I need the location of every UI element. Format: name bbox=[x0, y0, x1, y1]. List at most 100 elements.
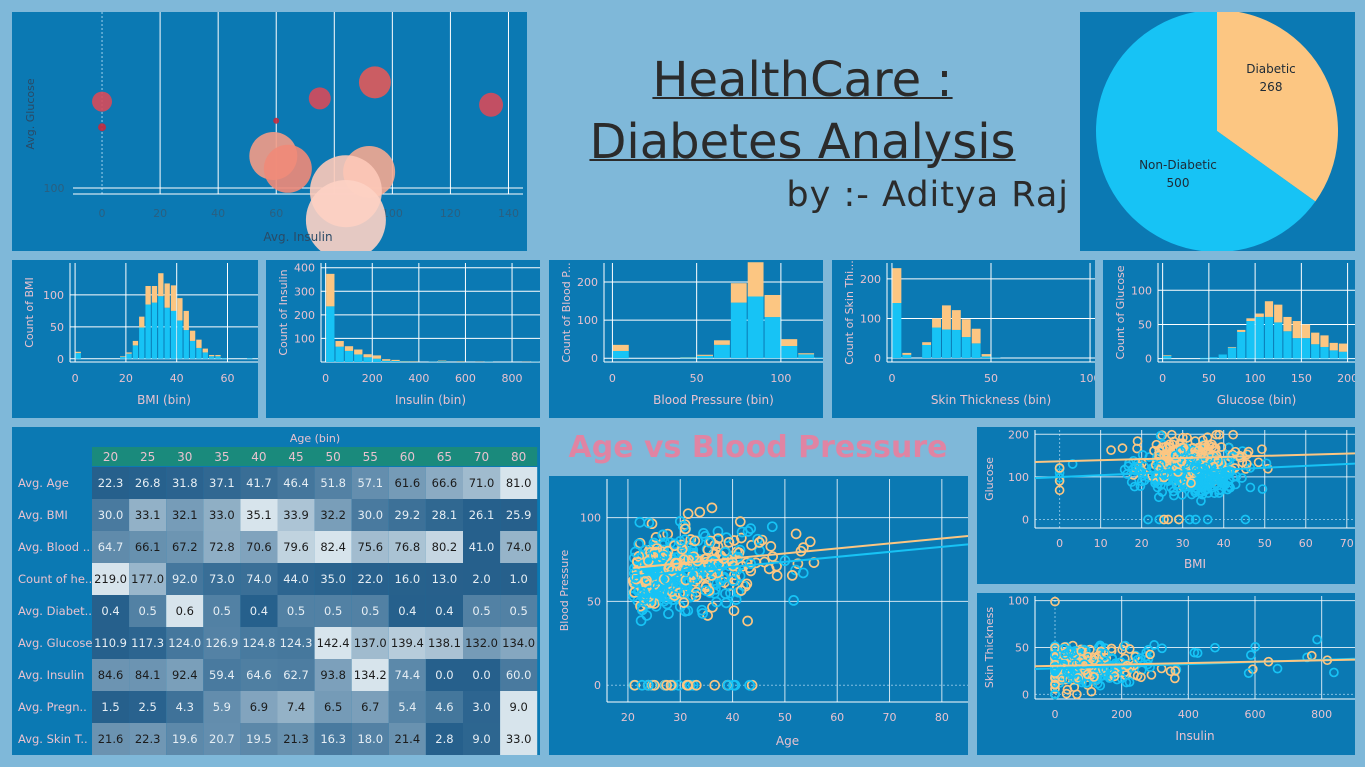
hist-bar-non-diabetic bbox=[714, 344, 730, 359]
scatter-point-non-diabetic bbox=[644, 585, 656, 597]
table-cell-value: 0.5 bbox=[213, 604, 231, 618]
pie-chart-panel: Diabetic 268 Non-Diabetic 500 bbox=[1080, 12, 1355, 251]
scatter-point-diabetic bbox=[1182, 432, 1193, 443]
bubble-x-tick: 60 bbox=[269, 207, 283, 220]
table-cell-value: 64.7 bbox=[98, 540, 124, 554]
scatter-point-diabetic bbox=[792, 558, 804, 570]
table-cell-bg bbox=[500, 531, 538, 563]
glucose-histogram-panel: 0 50 100 150 200 0 50 100 Glucose (bin) Count of … bbox=[1103, 260, 1355, 418]
hist-y-tick: 100 bbox=[294, 332, 315, 345]
hist-bar-non-diabetic bbox=[781, 346, 798, 359]
scatter-point-diabetic bbox=[712, 533, 724, 544]
hist-bar-non-diabetic bbox=[941, 329, 951, 359]
table-cell-bg bbox=[129, 595, 167, 627]
age-bp-scatter: 20 30 40 50 60 70 80 0 50 100 Age Blood Pressure bbox=[558, 479, 968, 748]
hist-x-tick: 800 bbox=[502, 372, 523, 385]
hist-bar-diabetic bbox=[196, 339, 202, 348]
hist-bar-diabetic bbox=[1283, 316, 1292, 332]
scatter-point-diabetic bbox=[665, 679, 677, 691]
hist-bar-diabetic bbox=[158, 273, 164, 297]
hist-x-tick: 40 bbox=[170, 372, 184, 385]
scatter-point-non-diabetic bbox=[644, 592, 656, 604]
scatter-x-tick: 40 bbox=[726, 711, 740, 724]
title-byline: by :- Aditya Raj bbox=[786, 175, 1069, 215]
table-cell-bg bbox=[425, 659, 463, 691]
scatter-point-non-diabetic bbox=[686, 574, 698, 585]
scatter-point-non-diabetic bbox=[643, 517, 655, 529]
table-cell-value: 29.2 bbox=[395, 508, 421, 522]
scatter-point-diabetic bbox=[1136, 672, 1146, 683]
table-cell-value: 126.9 bbox=[205, 636, 238, 650]
scatter-point-non-diabetic bbox=[1152, 482, 1163, 493]
scatter-point-non-diabetic bbox=[1168, 486, 1179, 497]
scatter-point-non-diabetic bbox=[692, 535, 704, 547]
hist-bar-diabetic bbox=[697, 354, 713, 356]
scatter-point-diabetic bbox=[1210, 443, 1221, 453]
hist-bar-non-diabetic bbox=[1301, 338, 1311, 359]
scatter-point-non-diabetic bbox=[1060, 654, 1070, 664]
table-cell-bg bbox=[314, 723, 352, 755]
scatter-point-non-diabetic bbox=[1202, 514, 1213, 525]
hist-bar-non-diabetic bbox=[363, 357, 372, 362]
table-cell-value: 72.8 bbox=[209, 540, 235, 554]
table-cell-value: 124.3 bbox=[280, 636, 313, 650]
hist-bar-non-diabetic bbox=[892, 302, 902, 359]
scatter-point-non-diabetic bbox=[698, 528, 709, 539]
table-cell-bg bbox=[500, 595, 538, 627]
scatter-point-diabetic bbox=[649, 546, 661, 558]
scatter-point-diabetic bbox=[1194, 445, 1204, 455]
hist-bar-non-diabetic bbox=[437, 361, 447, 362]
table-cell-bg bbox=[388, 659, 426, 691]
table-cell-bg bbox=[463, 499, 501, 531]
table-cell-bg bbox=[500, 627, 538, 659]
scatter-point-non-diabetic bbox=[649, 550, 660, 561]
table-cell-bg bbox=[240, 531, 278, 563]
scatter-point-diabetic bbox=[790, 528, 802, 540]
table-cell-value: 81.0 bbox=[506, 476, 532, 490]
table-cell-value: 0.5 bbox=[324, 604, 342, 618]
hist-bar-diabetic bbox=[932, 318, 941, 328]
scatter-point-diabetic bbox=[1069, 682, 1080, 693]
table-cell-value: 75.6 bbox=[357, 540, 383, 554]
table-cell-bg bbox=[203, 531, 241, 563]
table-cell-bg bbox=[351, 595, 389, 627]
hist-y-tick: 0 bbox=[57, 353, 64, 366]
scatter-point-non-diabetic bbox=[1158, 468, 1168, 479]
table-cell-bg bbox=[166, 595, 204, 627]
hist-bar-non-diabetic bbox=[1292, 338, 1301, 359]
table-header-title: Age (bin) bbox=[290, 432, 340, 445]
scatter-point-non-diabetic bbox=[1261, 458, 1272, 469]
table-cell-value: 84.1 bbox=[135, 668, 161, 682]
scatter-x-tick: 0 bbox=[1052, 708, 1059, 721]
bubble-x-tick: 20 bbox=[153, 207, 167, 220]
hist-bar-diabetic bbox=[335, 341, 344, 347]
scatter-point-diabetic bbox=[1109, 671, 1120, 682]
scatter-y-tick: 0 bbox=[1022, 513, 1029, 526]
scatter-point-diabetic bbox=[763, 563, 775, 575]
hist-bar-non-diabetic bbox=[1311, 344, 1320, 359]
hist-x-label: BMI (bin) bbox=[137, 393, 191, 407]
scatter-point-diabetic bbox=[1174, 514, 1184, 525]
table-cell-value: 110.9 bbox=[94, 636, 127, 650]
scatter-point-non-diabetic bbox=[1149, 640, 1160, 650]
bubble-x-tick: 140 bbox=[498, 207, 519, 220]
table-cell-value: 25.9 bbox=[506, 508, 532, 522]
table-column-header: 50 bbox=[326, 450, 341, 464]
scatter-point-non-diabetic bbox=[734, 570, 746, 582]
scatter-point-diabetic bbox=[1061, 688, 1072, 699]
scatter-point-diabetic bbox=[679, 523, 691, 535]
bubble-point bbox=[273, 117, 280, 124]
hist-bar-diabetic bbox=[951, 310, 961, 330]
table-column-header: 45 bbox=[288, 450, 303, 464]
scatter-point-non-diabetic bbox=[719, 547, 731, 558]
scatter-point-non-diabetic bbox=[689, 581, 701, 592]
scatter-point-non-diabetic bbox=[661, 598, 673, 610]
hist-bar-diabetic bbox=[1227, 346, 1237, 348]
table-cell-bg bbox=[240, 499, 278, 531]
table-cell-bg bbox=[240, 659, 278, 691]
hist-bar-diabetic bbox=[139, 316, 145, 328]
scatter-point-non-diabetic bbox=[1214, 488, 1224, 498]
hist-bar-non-diabetic bbox=[75, 353, 81, 359]
table-cell-bg bbox=[314, 627, 352, 659]
